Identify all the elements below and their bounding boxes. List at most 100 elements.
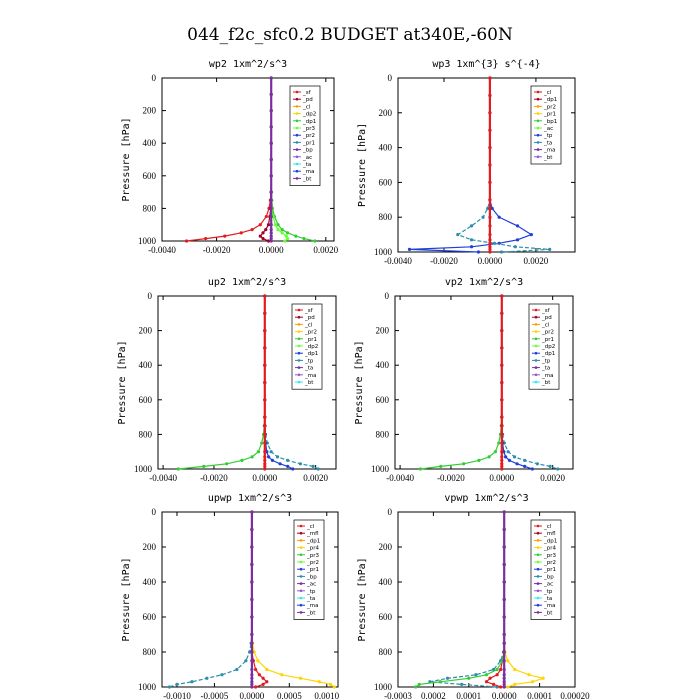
x-tick-label: 0.0000 xyxy=(259,245,284,255)
x-tick-label: -0.0040 xyxy=(384,256,412,266)
legend-marker xyxy=(295,119,299,123)
legend-label: _pr1 xyxy=(543,112,556,118)
series-point xyxy=(298,676,303,680)
y-tick-label: 800 xyxy=(376,429,390,439)
series-point xyxy=(488,241,492,245)
legend-marker xyxy=(536,589,540,593)
series-point xyxy=(257,673,261,677)
legend: _cl_mfl_dp1_pr4_pr3_pr2_pr1_bp_ac_tp_ta_… xyxy=(530,519,562,620)
legend-label: _tp xyxy=(541,358,551,364)
legend-label: _pr4 xyxy=(543,546,557,552)
series-point xyxy=(502,527,506,532)
series-point xyxy=(250,527,254,532)
series-point xyxy=(263,294,267,298)
series-point xyxy=(493,450,498,454)
series-point xyxy=(250,545,254,549)
y-tick-label: 0 xyxy=(152,73,157,83)
x-tick-label: 0.0020 xyxy=(303,473,328,483)
y-tick-label: 600 xyxy=(143,171,157,181)
y-tick-label: 800 xyxy=(143,203,157,213)
y-axis-label: Pressure [hPa] xyxy=(354,340,365,424)
x-tick-label: 0.0000 xyxy=(478,256,503,266)
legend-marker xyxy=(299,531,303,535)
y-tick-label: 0 xyxy=(148,291,153,301)
series-point xyxy=(515,224,520,228)
series-point xyxy=(506,450,510,454)
series-point xyxy=(502,545,506,549)
legend-label: _ta xyxy=(306,596,315,602)
series-point xyxy=(261,231,265,235)
series-point xyxy=(491,682,496,686)
y-tick-label: 200 xyxy=(143,106,157,116)
series-point xyxy=(548,247,552,251)
series-point xyxy=(167,685,172,689)
legend-label: _pr2 xyxy=(543,104,556,110)
series-point xyxy=(512,455,517,459)
series-point xyxy=(502,673,506,677)
legend-marker xyxy=(299,582,303,585)
legend-marker xyxy=(295,112,299,115)
series-point xyxy=(261,682,265,686)
legend-label: _bp xyxy=(306,574,317,580)
series-point xyxy=(488,676,492,680)
series-point xyxy=(500,450,504,454)
legend-label: _pr2 xyxy=(306,560,319,566)
series-point xyxy=(285,236,290,241)
y-tick-label: 0 xyxy=(385,291,390,301)
series-point xyxy=(469,224,474,228)
series-point xyxy=(283,239,287,243)
series-point xyxy=(499,250,504,254)
series-point xyxy=(273,223,277,227)
legend-label: _bt xyxy=(541,380,551,386)
series-point xyxy=(502,685,506,689)
legend-marker xyxy=(534,330,538,333)
panel-3: up2 1xm^2/s^3 Pressure [hPa] 0 200 400 600 800… xyxy=(117,277,337,483)
y-tick-label: 1000 xyxy=(138,682,157,692)
y-axis-label: Pressure [hPa] xyxy=(357,123,368,207)
series-point xyxy=(250,659,254,663)
series-point xyxy=(269,76,273,80)
y-tick-label: 200 xyxy=(143,542,157,552)
series-point xyxy=(235,667,239,672)
x-tick-label: 0.0005 xyxy=(277,691,302,700)
series-point xyxy=(258,234,262,238)
panel-title: vp2 1xm^2/s^3 xyxy=(445,277,523,288)
y-tick-label: 800 xyxy=(379,212,393,222)
series-point xyxy=(488,233,492,237)
series-point xyxy=(535,462,540,466)
series-point xyxy=(502,682,506,686)
legend-label: _pr3 xyxy=(302,126,316,132)
series-point xyxy=(263,346,267,350)
series-point xyxy=(250,615,254,619)
legend-label: _ma xyxy=(306,603,318,609)
series-point xyxy=(202,464,206,469)
series-point xyxy=(270,458,275,462)
plot-frame xyxy=(161,511,339,688)
series-point xyxy=(488,215,492,219)
legend-marker xyxy=(299,524,303,528)
series-point xyxy=(280,227,284,232)
series-point xyxy=(488,238,492,242)
series-point xyxy=(469,238,474,242)
y-tick-label: 600 xyxy=(376,395,390,405)
x-tick-label: -0.0020 xyxy=(203,245,231,255)
series-point xyxy=(477,458,481,462)
y-tick-label: 600 xyxy=(139,395,153,405)
series-point xyxy=(556,467,560,471)
legend-marker xyxy=(295,126,299,130)
legend-label: _ac xyxy=(306,582,316,588)
legend-marker xyxy=(299,596,303,600)
legend-label: _sf xyxy=(541,308,551,314)
x-tick-label: -0.0040 xyxy=(386,473,414,483)
series-point xyxy=(267,455,271,459)
series-point xyxy=(541,676,545,680)
y-axis-label: Pressure [hPa] xyxy=(121,557,132,641)
series-point xyxy=(488,128,492,132)
y-tick-label: 400 xyxy=(143,577,157,587)
legend-marker xyxy=(295,133,299,137)
series-point xyxy=(500,380,504,385)
x-tick-label: -0.0003 xyxy=(384,691,412,700)
plot-frame xyxy=(161,77,335,242)
legend-label: _bt xyxy=(304,380,314,386)
series-point xyxy=(269,141,273,145)
